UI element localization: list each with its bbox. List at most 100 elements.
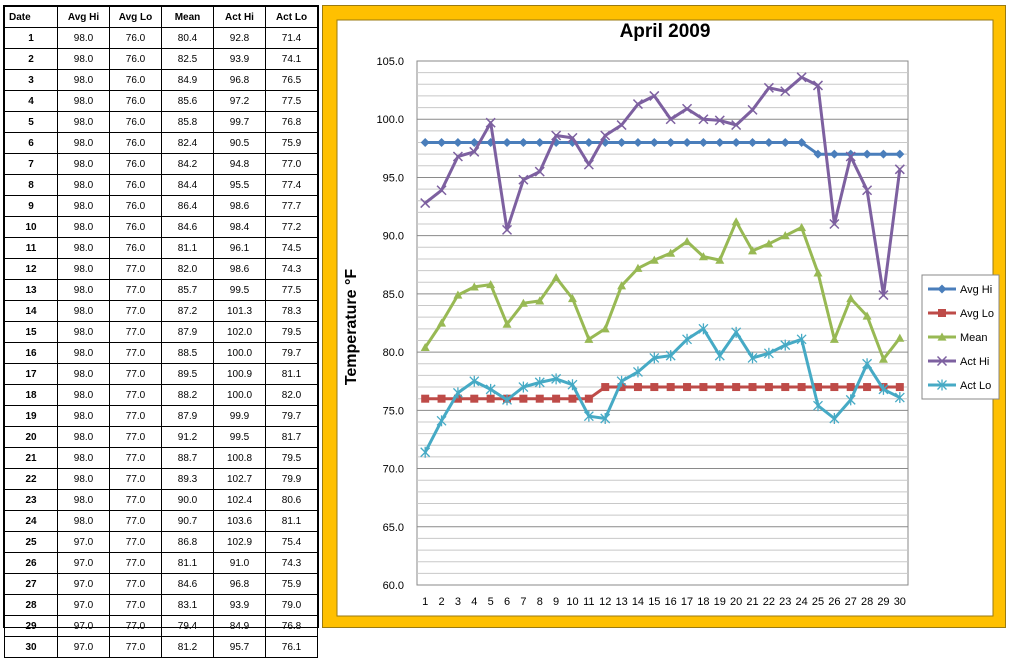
marker-stroke xyxy=(649,90,660,101)
table-cell: 84.9 xyxy=(161,69,214,91)
data-point-avg-hi xyxy=(797,138,807,148)
table-cell: 93.9 xyxy=(213,48,266,70)
data-point-mean xyxy=(846,294,856,303)
data-point-mean xyxy=(682,236,692,246)
table-cell: 98.0 xyxy=(57,216,110,238)
data-point-act-hi xyxy=(452,151,463,162)
x-tick-label: 12 xyxy=(599,596,611,608)
table-row: 11 98.0 76.0 81.1 96.1 74.5 xyxy=(4,237,318,259)
data-point-avg-hi xyxy=(895,149,905,159)
data-point-act-lo xyxy=(518,381,529,393)
data-point-avg-lo xyxy=(601,383,610,392)
table-cell: 77.0 xyxy=(109,363,162,385)
marker-stroke xyxy=(452,151,463,162)
data-point-act-lo xyxy=(796,333,807,345)
legend-label-avg-hi: Avg Hi xyxy=(960,284,992,296)
table-date-cell: 6 xyxy=(4,132,58,154)
table-cell: 89.3 xyxy=(161,468,214,490)
data-point-avg-lo xyxy=(813,383,822,392)
temperature-chart: April 2009 Temperature °F 60.065.070.075… xyxy=(336,19,1000,617)
data-point-mean xyxy=(551,273,561,282)
table-cell: 98.0 xyxy=(57,237,110,259)
data-point-mean xyxy=(469,282,479,291)
data-point-avg-hi xyxy=(698,138,708,148)
x-tick-label: 2 xyxy=(438,596,444,608)
table-date-cell: 13 xyxy=(4,279,58,301)
table-cell: 102.4 xyxy=(213,489,266,511)
data-point-act-hi xyxy=(649,90,660,101)
data-point-avg-hi xyxy=(829,149,839,159)
table-date-cell: 25 xyxy=(4,531,58,553)
table-cell: 79.4 xyxy=(161,615,214,637)
marker-stroke xyxy=(763,82,774,93)
table-cell: 88.2 xyxy=(161,384,214,406)
table-cell: 79.5 xyxy=(265,321,318,343)
x-tick-label: 1 xyxy=(422,596,428,608)
table-cell: 91.2 xyxy=(161,426,214,448)
table-row: 15 98.0 77.0 87.9 102.0 79.5 xyxy=(4,321,318,343)
data-point-avg-lo xyxy=(584,394,593,403)
table-date-cell: 27 xyxy=(4,573,58,595)
data-point-act-hi xyxy=(551,130,562,141)
data-point-act-hi xyxy=(698,114,709,125)
data-point-avg-hi xyxy=(878,149,888,159)
table-cell: 82.4 xyxy=(161,132,214,154)
data-point-mean xyxy=(437,318,447,327)
marker-stroke xyxy=(829,218,840,230)
table-cell: 76.0 xyxy=(109,90,162,112)
data-point-act-hi xyxy=(714,115,725,126)
table-date-cell: 12 xyxy=(4,258,58,280)
data-point-avg-hi xyxy=(535,138,545,148)
data-point-act-hi xyxy=(796,72,807,83)
table-cell: 76.0 xyxy=(109,237,162,259)
table-cell: 81.1 xyxy=(265,510,318,532)
table-cell: 90.5 xyxy=(213,132,266,154)
table-cell: 81.1 xyxy=(265,363,318,385)
data-point-mean xyxy=(567,294,577,303)
marker-stroke xyxy=(567,132,578,143)
table-cell: 102.7 xyxy=(213,468,266,490)
plot-series xyxy=(420,72,905,458)
data-point-avg-lo xyxy=(453,394,462,403)
data-point-mean xyxy=(878,354,888,363)
table-cell: 75.9 xyxy=(265,132,318,154)
data-point-act-hi xyxy=(862,185,873,196)
legend-label-act-lo: Act Lo xyxy=(960,380,991,392)
table-cell: 100.0 xyxy=(213,384,266,406)
table-row: 27 97.0 77.0 84.6 96.8 75.9 xyxy=(4,573,318,595)
table-date-cell: 1 xyxy=(4,27,58,49)
table-cell: 98.0 xyxy=(57,468,110,490)
data-point-act-hi xyxy=(632,99,643,110)
data-point-mean xyxy=(780,231,790,240)
data-point-avg-hi xyxy=(731,138,741,148)
data-point-mean xyxy=(600,324,610,333)
x-tick-label: 30 xyxy=(894,596,906,608)
marker-stroke xyxy=(485,117,496,128)
data-point-avg-lo xyxy=(748,383,757,392)
data-point-avg-lo xyxy=(437,394,446,403)
table-cell: 76.8 xyxy=(265,111,318,133)
data-point-avg-lo xyxy=(486,394,495,403)
table-cell: 76.0 xyxy=(109,216,162,238)
table-cell: 77.0 xyxy=(109,468,162,490)
data-point-mean xyxy=(666,248,676,257)
marker-stroke xyxy=(469,146,480,157)
table-cell: 76.0 xyxy=(109,48,162,70)
x-tick-label: 5 xyxy=(488,596,494,608)
table-cell: 95.7 xyxy=(213,636,266,658)
data-point-act-lo xyxy=(616,375,627,387)
table-cell: 96.8 xyxy=(213,69,266,91)
table-cell: 82.0 xyxy=(161,258,214,280)
data-point-act-lo xyxy=(485,383,496,395)
marker-stroke xyxy=(518,174,529,185)
data-point-avg-hi xyxy=(780,138,790,148)
data-point-avg-hi xyxy=(846,149,856,159)
data-point-act-lo xyxy=(780,339,791,351)
data-point-mean xyxy=(862,311,872,320)
table-cell: 83.1 xyxy=(161,594,214,616)
table-cell: 98.6 xyxy=(213,195,266,217)
data-point-avg-lo xyxy=(895,383,904,392)
table-cell: 77.0 xyxy=(109,636,162,658)
table-date-cell: 29 xyxy=(4,615,58,637)
x-tick-label: 22 xyxy=(763,596,775,608)
